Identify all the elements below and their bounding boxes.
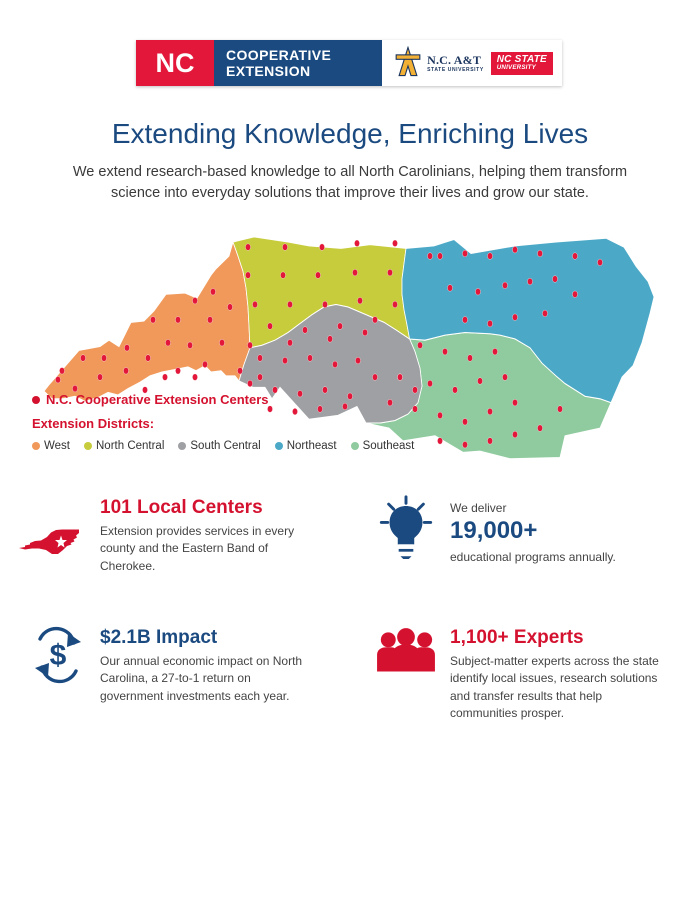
svg-text:$: $ xyxy=(50,639,67,672)
